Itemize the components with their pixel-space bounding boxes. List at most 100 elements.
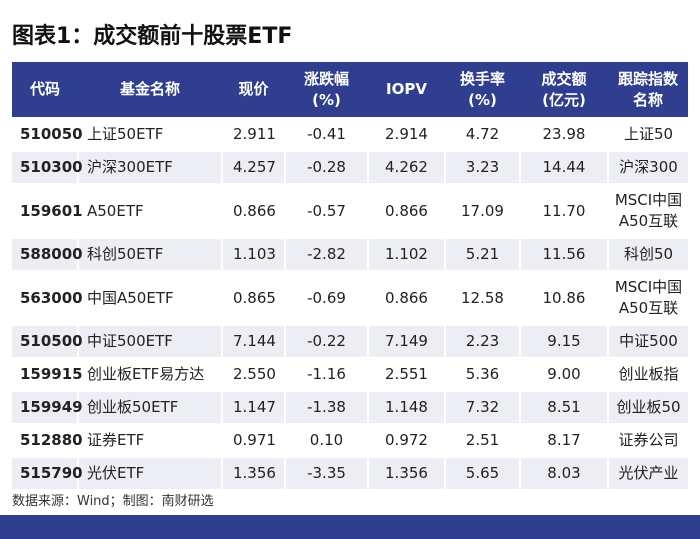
table-cell: 14.44	[520, 150, 609, 184]
table-row: 563000 中国A50ETF 0.865 -0.69 0.866 12.58 10.86 M…	[12, 270, 688, 325]
table-cell: 512880	[12, 423, 83, 457]
table-row: 515790 光伏ETF 1.356 -3.35 1.356 5.65 8.03 光伏产业	[12, 456, 688, 489]
table-row: 159915 创业板ETF易方达 2.550 -1.16 2.551 5.36 9.00 创业…	[12, 357, 688, 391]
table-cell: 上证50	[608, 117, 688, 151]
table-cell: 证券ETF	[78, 423, 223, 457]
source-note: 数据来源：Wind；制图：南财研选	[12, 494, 214, 509]
table-row: 510500 中证500ETF 7.144 -0.22 7.149 2.23 9.15 中证5…	[12, 324, 688, 358]
table-cell: -0.28	[285, 150, 369, 184]
table-cell: 8.17	[520, 423, 609, 457]
title: 图表1：成交额前十股票ETF	[12, 24, 293, 49]
table-cell: 510300	[12, 150, 83, 184]
table-cell: 2.23	[445, 324, 521, 358]
table-cell: A50ETF	[78, 183, 223, 238]
table-cell: -1.16	[285, 357, 369, 391]
column-header: IOPV	[368, 62, 445, 118]
table-cell: 5.65	[445, 456, 521, 489]
table-cell: 2.911	[222, 117, 286, 151]
table-cell: 1.103	[222, 237, 286, 271]
table-cell: 1.356	[368, 456, 446, 489]
table-cell: 0.972	[368, 423, 446, 457]
table-body: 510050 上证50ETF 2.911 -0.41 2.914 4.72 23.98 上证5…	[12, 117, 688, 489]
table-row: 510050 上证50ETF 2.911 -0.41 2.914 4.72 23.98 上证5…	[12, 117, 688, 151]
column-header: 代码	[12, 62, 78, 118]
table-cell: -1.38	[285, 390, 369, 424]
table-cell: 创业板指	[608, 357, 688, 391]
column-header: 基金名称	[78, 62, 222, 118]
table-cell: 1.148	[368, 390, 446, 424]
table-cell: 中国A50ETF	[78, 270, 223, 325]
table-cell: 光伏产业	[608, 456, 688, 489]
table-cell: 1.102	[368, 237, 446, 271]
table-cell: 159915	[12, 357, 83, 391]
table-cell: 5.36	[445, 357, 521, 391]
table-cell: 11.56	[520, 237, 609, 271]
table-cell: 科创50	[608, 237, 688, 271]
table-cell: -0.69	[285, 270, 369, 325]
column-header: 成交额 (亿元)	[520, 62, 608, 118]
column-header: 涨跌幅 (%)	[285, 62, 368, 118]
table-cell: 0.866	[368, 183, 446, 238]
table-row: 159601 A50ETF 0.866 -0.57 0.866 17.09 11.70 MSC…	[12, 183, 688, 238]
table-cell: 0.866	[368, 270, 446, 325]
table-cell: 4.262	[368, 150, 446, 184]
column-header: 现价	[222, 62, 285, 118]
table-cell: 创业板50ETF	[78, 390, 223, 424]
table-cell: 上证50ETF	[78, 117, 223, 151]
table-cell: MSCI中国 A50互联	[608, 270, 688, 325]
table-cell: 563000	[12, 270, 83, 325]
table-cell: 23.98	[520, 117, 609, 151]
column-header: 跟踪指数 名称	[608, 62, 688, 118]
table-cell: 11.70	[520, 183, 609, 238]
table-cell: 沪深300ETF	[78, 150, 223, 184]
table-cell: 4.72	[445, 117, 521, 151]
table-cell: 2.914	[368, 117, 446, 151]
table-row: 510300 沪深300ETF 4.257 -0.28 4.262 3.23 14.44 沪深…	[12, 150, 688, 184]
table-cell: -3.35	[285, 456, 369, 489]
table-cell: 中证500ETF	[78, 324, 223, 358]
header-row: 代码 基金名称 现价 涨跌幅 (%) IOPV 换手率 (%) 成交额 (亿元) 跟踪指数 名…	[12, 62, 688, 118]
table-cell: MSCI中国 A50互联	[608, 183, 688, 238]
table-cell: 1.356	[222, 456, 286, 489]
table-cell: 0.866	[222, 183, 286, 238]
table-cell: 4.257	[222, 150, 286, 184]
table-cell: 创业板ETF易方达	[78, 357, 223, 391]
table-cell: 0.865	[222, 270, 286, 325]
table-cell: 10.86	[520, 270, 609, 325]
table-cell: 1.147	[222, 390, 286, 424]
table-cell: 17.09	[445, 183, 521, 238]
table-cell: 科创50ETF	[78, 237, 223, 271]
table-cell: 2.550	[222, 357, 286, 391]
table-cell: 9.15	[520, 324, 609, 358]
table-cell: 中证500	[608, 324, 688, 358]
table-row: 588000 科创50ETF 1.103 -2.82 1.102 5.21 11.56 科创5…	[12, 237, 688, 271]
table-cell: -0.22	[285, 324, 369, 358]
table-cell: 0.971	[222, 423, 286, 457]
table-cell: 515790	[12, 456, 83, 489]
table-cell: 510500	[12, 324, 83, 358]
footer-bar	[0, 515, 700, 539]
table-cell: 588000	[12, 237, 83, 271]
table-cell: 7.144	[222, 324, 286, 358]
table-cell: -2.82	[285, 237, 369, 271]
table-cell: 沪深300	[608, 150, 688, 184]
table-cell: 创业板50	[608, 390, 688, 424]
table-cell: 3.23	[445, 150, 521, 184]
table-row: 512880 证券ETF 0.971 0.10 0.972 2.51 8.17 证券公司	[12, 423, 688, 457]
etf-table: 代码 基金名称 现价 涨跌幅 (%) IOPV 换手率 (%) 成交额 (亿元) 跟踪指数 名…	[12, 62, 688, 489]
table-cell: 7.149	[368, 324, 446, 358]
table-cell: 光伏ETF	[78, 456, 223, 489]
table-cell: 2.51	[445, 423, 521, 457]
table-cell: 0.10	[285, 423, 369, 457]
table-cell: 5.21	[445, 237, 521, 271]
table-cell: 9.00	[520, 357, 609, 391]
table-cell: 2.551	[368, 357, 446, 391]
table-cell: 12.58	[445, 270, 521, 325]
column-header: 换手率 (%)	[445, 62, 520, 118]
table-cell: -0.57	[285, 183, 369, 238]
table-cell: 7.32	[445, 390, 521, 424]
table-cell: 159949	[12, 390, 83, 424]
table-cell: 证券公司	[608, 423, 688, 457]
table-cell: 8.51	[520, 390, 609, 424]
